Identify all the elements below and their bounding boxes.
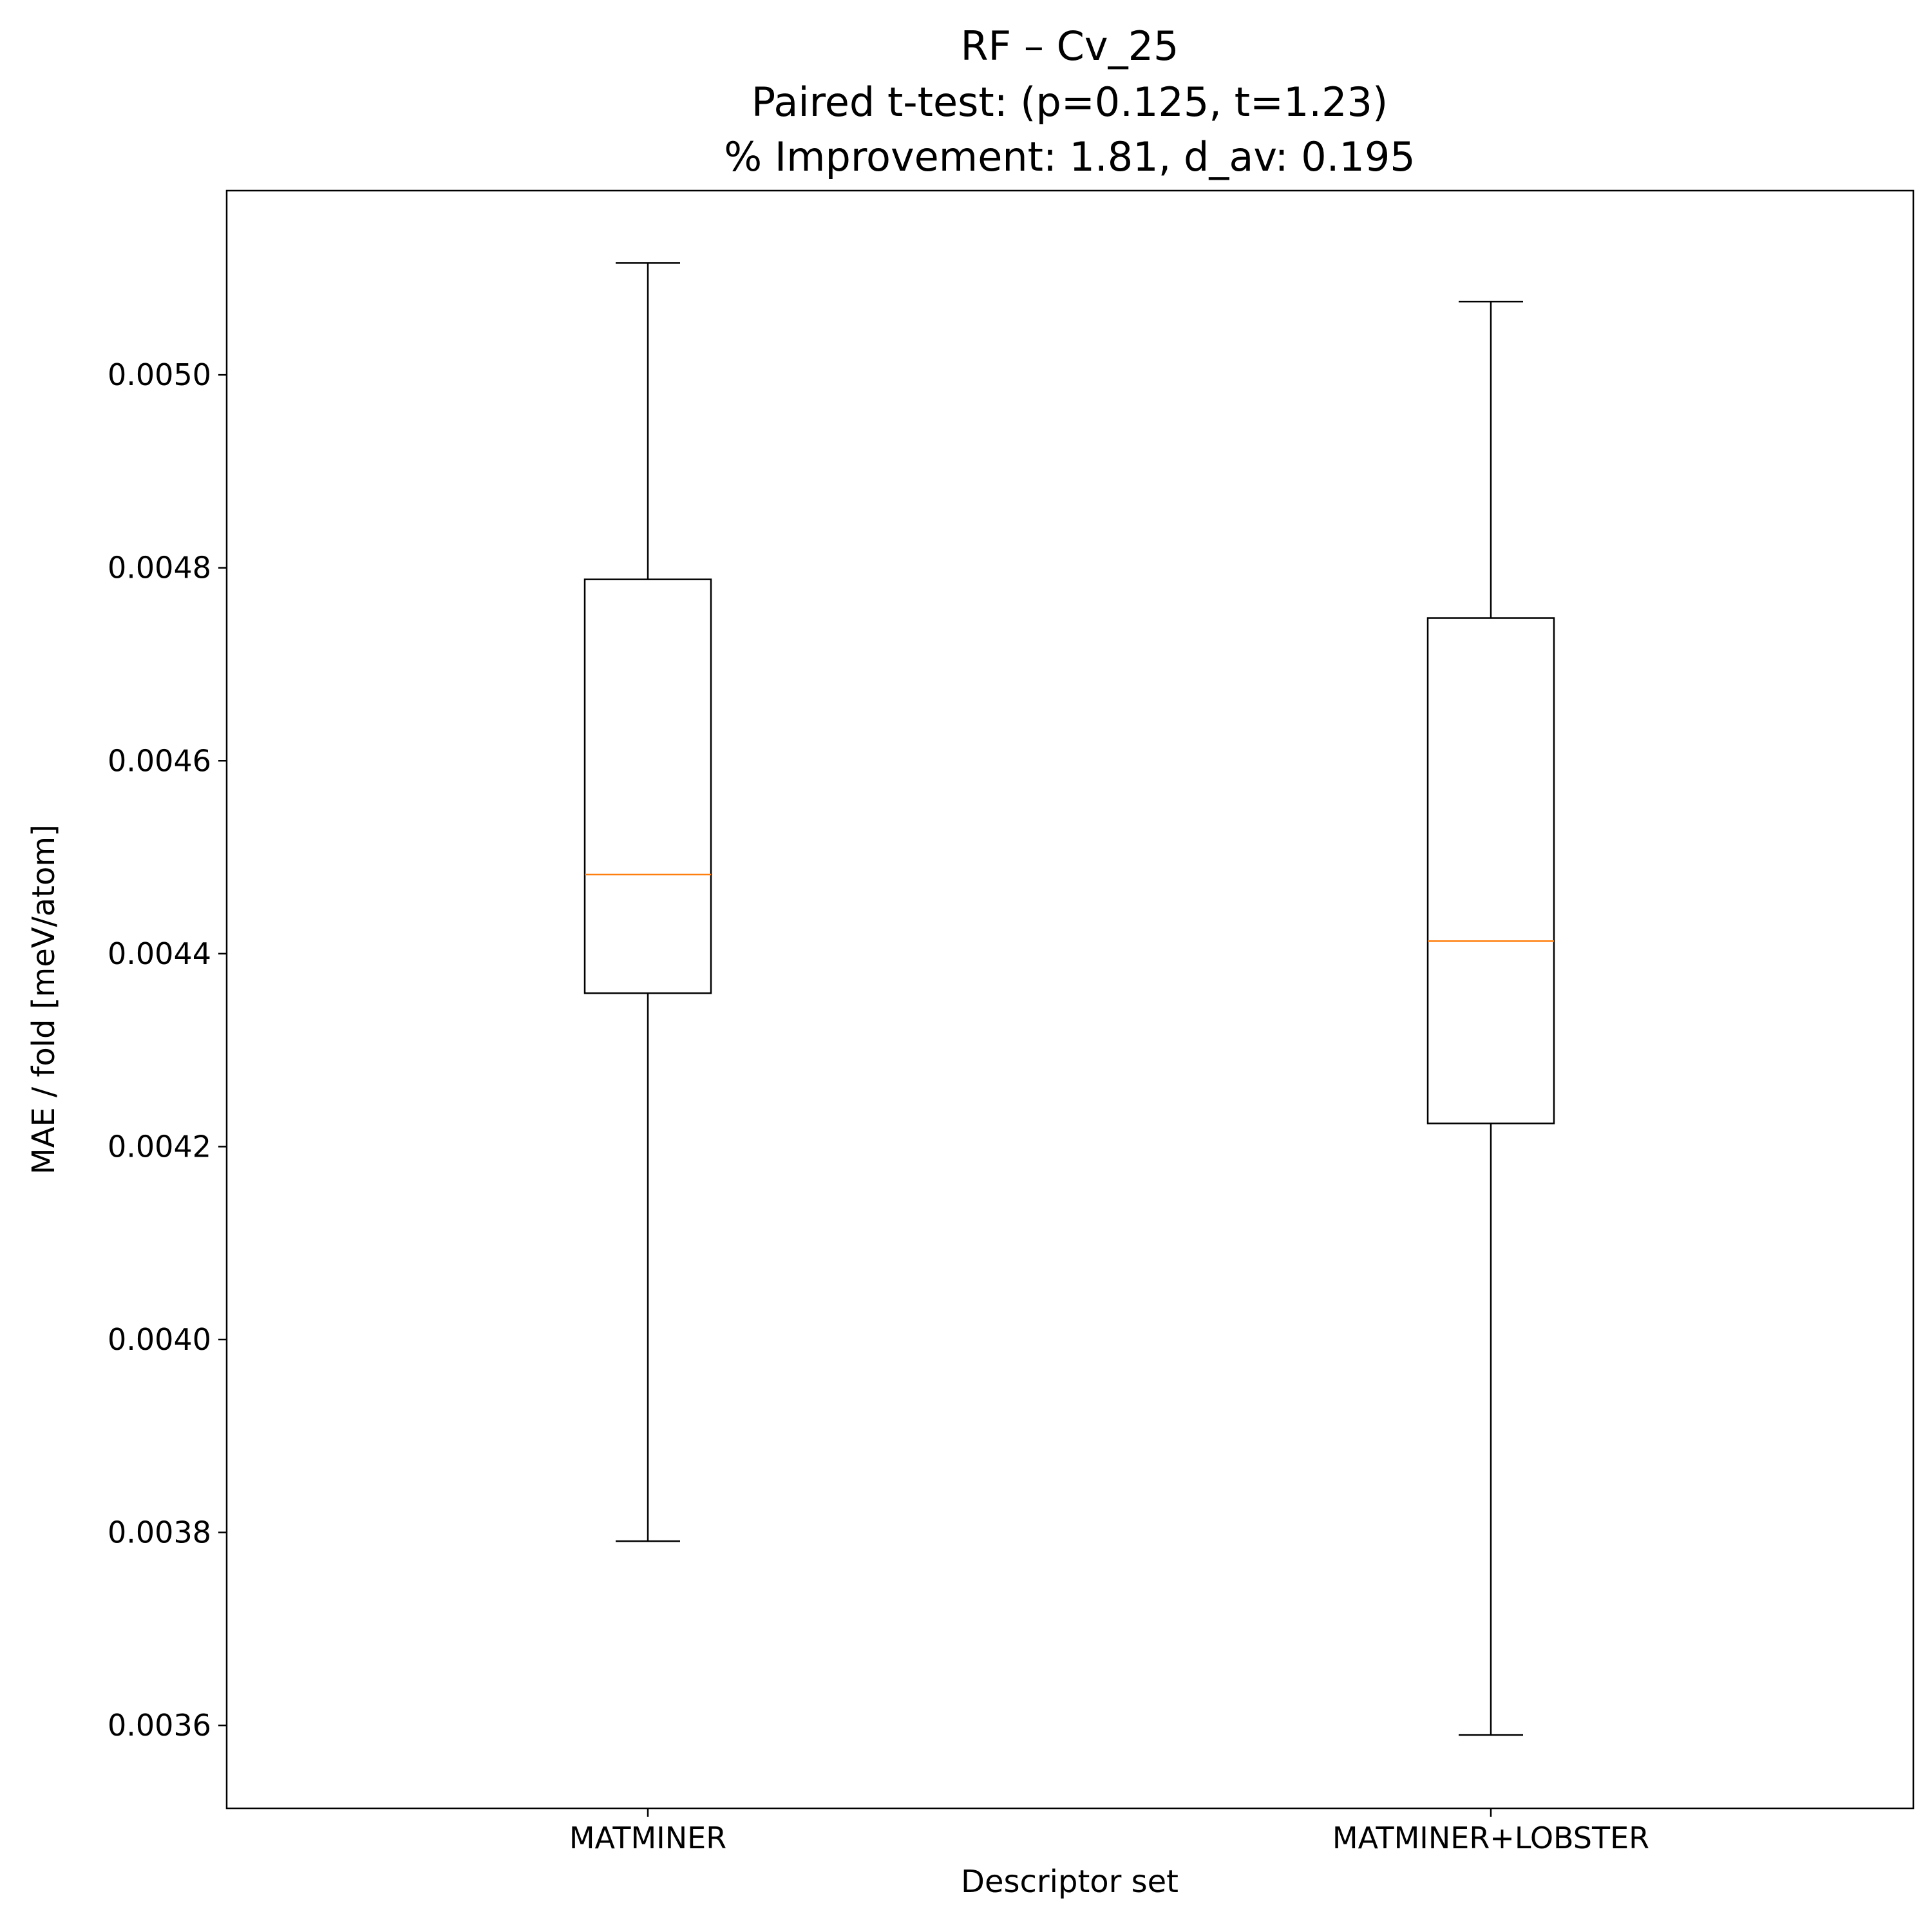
x-tick-label: MATMINER+LOBSTER	[1332, 1821, 1649, 1855]
box	[583, 578, 712, 994]
y-axis-label: MAE / fold [meV/atom]	[26, 824, 62, 1175]
x-axis-label: Descriptor set	[961, 1864, 1179, 1900]
y-tick-label: 0.0036	[108, 1708, 211, 1743]
y-tick-label: 0.0048	[108, 551, 211, 585]
plot-frame	[225, 189, 1915, 1810]
y-tick-label: 0.0040	[108, 1322, 211, 1357]
chart-title-line-3: % Improvement: 1.81, d_av: 0.195	[724, 133, 1416, 180]
chart-title-line-2: Paired t-test: (p=0.125, t=1.23)	[752, 79, 1388, 126]
y-tick-label: 0.0046	[108, 743, 211, 778]
y-tick-label: 0.0050	[108, 357, 211, 392]
chart-title-line-1: RF – Cv_25	[960, 23, 1179, 70]
x-tick-label: MATMINER	[569, 1821, 726, 1855]
y-tick-label: 0.0044	[108, 936, 211, 971]
y-tick-label: 0.0038	[108, 1515, 211, 1550]
box	[1426, 617, 1555, 1124]
y-tick-label: 0.0042	[108, 1129, 211, 1164]
